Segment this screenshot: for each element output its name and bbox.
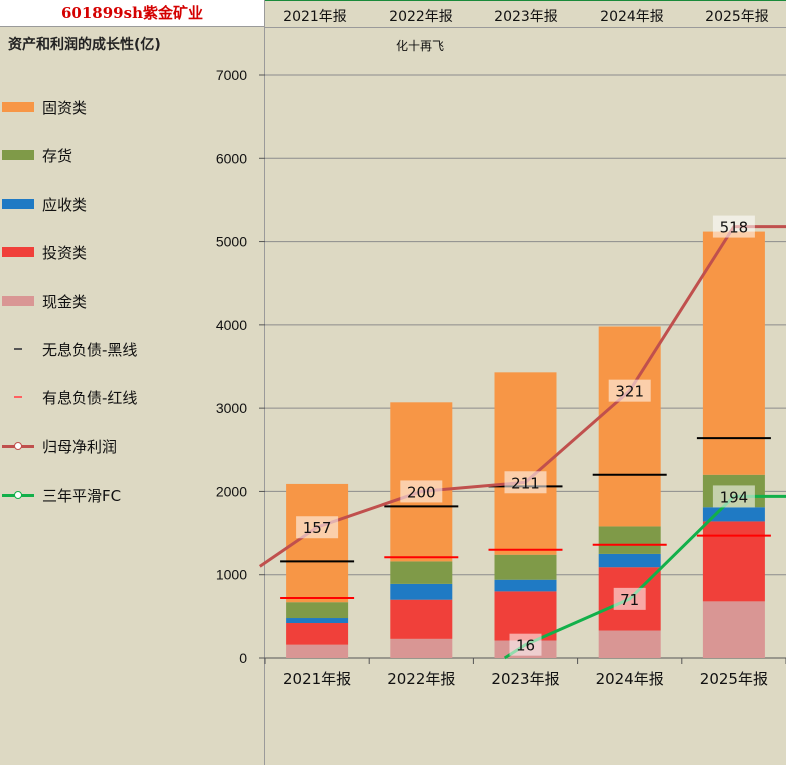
bar-segment (702, 231, 765, 475)
legend-swatch-cash (2, 296, 34, 306)
legend-label: 固资类 (42, 98, 88, 117)
bar-segment (390, 599, 453, 639)
x-tick-label: 2021年报 (283, 670, 351, 688)
data-label-bg (509, 633, 542, 656)
data-label: 211 (511, 474, 540, 492)
bar-segment (598, 553, 661, 568)
y-tick-label: 3000 (216, 400, 247, 416)
bar-segment (702, 601, 765, 658)
legend-dash-black (2, 344, 34, 354)
data-label-bg (608, 379, 651, 402)
legend-label: 有息负债-红线 (42, 388, 138, 407)
data-label-bg (296, 516, 339, 539)
header-year: 2025年报 (705, 9, 769, 25)
data-label: 16 (516, 637, 535, 655)
data-label-bg (400, 480, 443, 503)
legend-label: 三年平滑FC (42, 486, 122, 505)
legend-label: 投资类 (42, 243, 88, 262)
y-tick-label: 4000 (216, 317, 247, 333)
bar-segment (494, 554, 557, 580)
header-year: 2024年报 (600, 9, 664, 25)
legend-label: 应收类 (42, 195, 88, 214)
bar-segment (286, 623, 349, 645)
y-tick-label: 7000 (216, 67, 247, 83)
bar-segment (390, 561, 453, 584)
header-years-row: 2021年报 2022年报 2023年报 2024年报 2025年报 (265, 0, 786, 28)
bar-segment (598, 526, 661, 554)
bar-segment (390, 638, 453, 658)
data-label-bg (712, 485, 755, 508)
legend-label: 现金类 (42, 292, 88, 311)
y-tick-label: 2000 (216, 483, 247, 499)
y-tick-label: 1000 (216, 567, 247, 583)
header-year: 2021年报 (283, 9, 347, 25)
x-tick-label: 2023年报 (491, 670, 559, 688)
y-tick-label: 5000 (216, 234, 247, 250)
data-label: 200 (407, 483, 436, 501)
x-tick-label: 2024年报 (596, 670, 664, 688)
chart-annotation: 化十再飞 (396, 39, 445, 53)
data-label: 518 (720, 219, 749, 237)
legend-investments: 投资类 (2, 241, 87, 263)
legend-line-net-profit (2, 441, 34, 451)
legend-noninterest-liabilities: 无息负债-黑线 (2, 338, 137, 360)
bar-segment (702, 521, 765, 602)
legend-net-profit: 归母净利润 (2, 435, 117, 457)
legend-interest-liabilities: 有息负债-红线 (2, 386, 137, 408)
left-panel: 601899sh紫金矿业 资产和利润的成长性(亿) 固资类 存货 应收类 投资类… (0, 0, 265, 765)
header-year: 2022年报 (389, 9, 453, 25)
bar-segment (286, 644, 349, 658)
legend-label: 无息负债-黑线 (42, 340, 138, 359)
bar-segment (494, 591, 557, 641)
y-tick-label: 0 (239, 650, 247, 666)
bar-segment (494, 579, 557, 592)
legend-swatch-inventory (2, 150, 34, 160)
bar-segment (286, 618, 349, 624)
legend-cash: 现金类 (2, 290, 87, 312)
x-tick-label: 2025年报 (700, 670, 768, 688)
legend-fixed-assets: 固资类 (2, 96, 87, 118)
legend-dash-red (2, 392, 34, 402)
x-tick-label: 2022年报 (387, 670, 455, 688)
legend-inventory: 存货 (2, 144, 72, 166)
stock-title: 601899sh紫金矿业 (0, 0, 264, 27)
data-label-bg (613, 587, 646, 610)
bar-segment (598, 630, 661, 658)
header-year: 2023年报 (494, 9, 558, 25)
bar-segment (286, 602, 349, 619)
legend-smoothed-fc: 三年平滑FC (2, 484, 121, 506)
data-label: 71 (620, 591, 639, 609)
legend-swatch-investments (2, 247, 34, 257)
legend-line-smoothed-fc (2, 490, 34, 500)
data-label-bg (504, 471, 547, 494)
data-label: 194 (720, 488, 749, 506)
data-label: 157 (303, 519, 332, 537)
data-label: 321 (615, 383, 644, 401)
legend-swatch-fixed-assets (2, 102, 34, 112)
bar-segment (390, 583, 453, 600)
legend-receivables: 应收类 (2, 193, 87, 215)
legend-label: 归母净利润 (42, 437, 118, 456)
legend-label: 存货 (42, 146, 73, 165)
data-label-bg (712, 215, 755, 238)
chart-subtitle: 资产和利润的成长性(亿) (8, 37, 161, 53)
y-tick-label: 6000 (216, 150, 247, 166)
legend-swatch-receivables (2, 199, 34, 209)
